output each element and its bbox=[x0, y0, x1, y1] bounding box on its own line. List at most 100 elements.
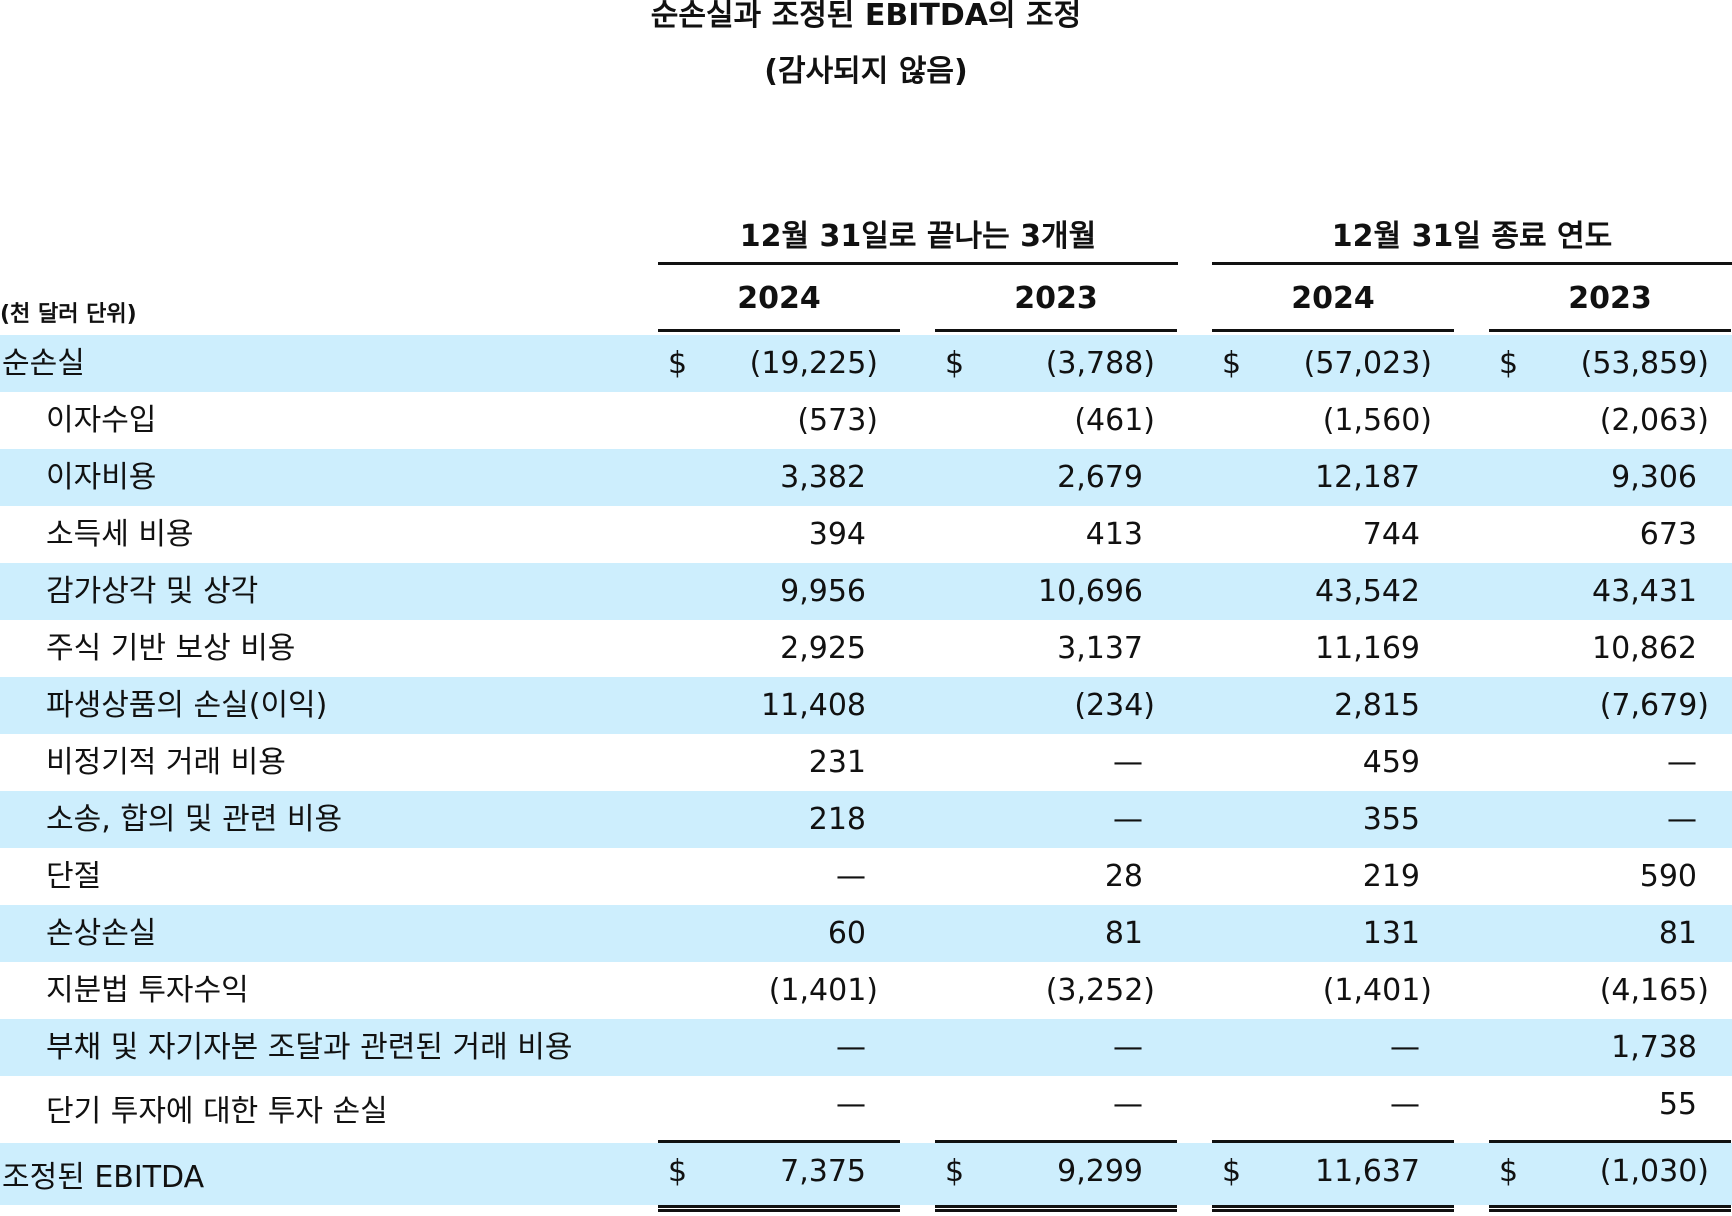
cell-3m-2023: 3,137 bbox=[1057, 631, 1143, 666]
cell-3m-2024: 218 bbox=[808, 802, 866, 837]
cell-3m-2024: (1,401) bbox=[768, 973, 878, 1008]
cell-3m-2023: — bbox=[1113, 802, 1143, 837]
cell-3m-2024: — bbox=[836, 859, 866, 894]
cell-fy-2023: 9,306 bbox=[1611, 460, 1697, 495]
currency-symbol: $ bbox=[668, 1154, 688, 1189]
report-title: 순손실과 조정된 EBITDA의 조정 bbox=[650, 0, 1082, 33]
cell-3m-2023: — bbox=[1113, 1087, 1143, 1122]
cell-3m-2023: — bbox=[1113, 745, 1143, 780]
cell-fy-2023: — bbox=[1667, 745, 1697, 780]
cell-fy-2024: 744 bbox=[1362, 517, 1420, 552]
row-label: 비정기적 거래 비용 bbox=[46, 745, 286, 780]
cell-fy-2024: 459 bbox=[1362, 745, 1420, 780]
row-label: 소득세 비용 bbox=[46, 517, 194, 552]
year-header-fy-2024: 2024 bbox=[1212, 272, 1454, 332]
row-label: 순손실 bbox=[2, 346, 85, 381]
currency-symbol: $ bbox=[1499, 1154, 1519, 1189]
table-row-severance: 단절 — 28 219 590 bbox=[0, 848, 1732, 905]
cell-3m-2024: 394 bbox=[808, 517, 866, 552]
currency-symbol: $ bbox=[945, 346, 965, 381]
row-label: 손상손실 bbox=[46, 916, 157, 951]
table-row-nonrecurring: 비정기적 거래 비용 231 — 459 — bbox=[0, 734, 1732, 791]
subtotal-rule bbox=[1489, 1140, 1731, 1143]
cell-fy-2024: — bbox=[1390, 1087, 1420, 1122]
cell-fy-2023: 673 bbox=[1639, 517, 1697, 552]
table-row-short-term-investment-loss: 단기 투자에 대한 투자 손실 — — — 55 bbox=[0, 1076, 1732, 1140]
cell-fy-2024: (1,560) bbox=[1322, 403, 1432, 438]
cell-fy-2024: — bbox=[1390, 1030, 1420, 1065]
period-header-3-months: 12월 31일로 끝나는 3개월 bbox=[658, 212, 1178, 265]
cell-fy-2023: (1,030) bbox=[1599, 1154, 1709, 1189]
cell-3m-2024: 60 bbox=[827, 916, 866, 951]
year-header-fy-2023: 2023 bbox=[1489, 272, 1731, 332]
cell-fy-2024: (1,401) bbox=[1322, 973, 1432, 1008]
cell-3m-2024: 3,382 bbox=[780, 460, 866, 495]
row-label: 파생상품의 손실(이익) bbox=[46, 688, 328, 723]
currency-symbol: $ bbox=[1499, 346, 1519, 381]
table-row-interest-expense: 이자비용 3,382 2,679 12,187 9,306 bbox=[0, 449, 1732, 506]
table-row-litigation: 소송, 합의 및 관련 비용 218 — 355 — bbox=[0, 791, 1732, 848]
cell-fy-2023: 590 bbox=[1639, 859, 1697, 894]
cell-3m-2023: — bbox=[1113, 1030, 1143, 1065]
total-double-rule bbox=[658, 1205, 900, 1212]
cell-3m-2023: 10,696 bbox=[1038, 574, 1143, 609]
cell-3m-2024: 9,956 bbox=[780, 574, 866, 609]
table-row-net-loss: 순손실 $ (19,225) $ (3,788) $ (57,023) $ (5… bbox=[0, 335, 1732, 392]
cell-fy-2023: 10,862 bbox=[1592, 631, 1697, 666]
table-row-depreciation: 감가상각 및 상각 9,956 10,696 43,542 43,431 bbox=[0, 563, 1732, 620]
cell-3m-2023: (461) bbox=[1074, 403, 1155, 438]
table-row-adjusted-ebitda: 조정된 EBITDA $ 7,375 $ 9,299 $ 11,637 $ (1… bbox=[0, 1143, 1732, 1205]
table-row-impairment: 손상손실 60 81 131 81 bbox=[0, 905, 1732, 962]
cell-fy-2023: (7,679) bbox=[1599, 688, 1709, 723]
cell-3m-2023: (3,252) bbox=[1045, 973, 1155, 1008]
cell-3m-2023: (3,788) bbox=[1045, 346, 1155, 381]
currency-symbol: $ bbox=[668, 346, 688, 381]
cell-3m-2024: 7,375 bbox=[780, 1154, 866, 1189]
cell-3m-2023: 28 bbox=[1104, 859, 1143, 894]
cell-fy-2023: (2,063) bbox=[1599, 403, 1709, 438]
row-label: 지분법 투자수익 bbox=[46, 973, 249, 1008]
row-label: 이자비용 bbox=[46, 460, 157, 495]
subtotal-rule bbox=[658, 1140, 900, 1143]
table-row-stock-comp: 주식 기반 보상 비용 2,925 3,137 11,169 10,862 bbox=[0, 620, 1732, 677]
report-subtitle: (감사되지 않음) bbox=[764, 54, 968, 89]
cell-3m-2024: (19,225) bbox=[749, 346, 878, 381]
cell-fy-2024: 43,542 bbox=[1315, 574, 1420, 609]
cell-fy-2023: (53,859) bbox=[1580, 346, 1709, 381]
cell-fy-2024: 2,815 bbox=[1334, 688, 1420, 723]
currency-symbol: $ bbox=[1222, 346, 1242, 381]
total-double-rule bbox=[1212, 1205, 1454, 1212]
cell-fy-2023: — bbox=[1667, 802, 1697, 837]
total-double-rule bbox=[935, 1205, 1177, 1212]
cell-fy-2024: 11,637 bbox=[1315, 1154, 1420, 1189]
cell-3m-2024: — bbox=[836, 1087, 866, 1122]
table-row-derivatives: 파생상품의 손실(이익) 11,408 (234) 2,815 (7,679) bbox=[0, 677, 1732, 734]
table-row-income-tax: 소득세 비용 394 413 744 673 bbox=[0, 506, 1732, 563]
cell-fy-2024: 11,169 bbox=[1315, 631, 1420, 666]
period-header-year: 12월 31일 종료 연도 bbox=[1212, 212, 1732, 265]
currency-symbol: $ bbox=[1222, 1154, 1242, 1189]
cell-fy-2024: 131 bbox=[1362, 916, 1420, 951]
cell-3m-2024: 231 bbox=[808, 745, 866, 780]
row-label: 부채 및 자기자본 조달과 관련된 거래 비용 bbox=[46, 1030, 573, 1065]
total-double-rule bbox=[1489, 1205, 1731, 1212]
cell-3m-2024: 11,408 bbox=[761, 688, 866, 723]
row-label: 조정된 EBITDA bbox=[2, 1160, 205, 1195]
cell-fy-2023: 55 bbox=[1658, 1087, 1697, 1122]
cell-3m-2024: — bbox=[836, 1030, 866, 1065]
units-note: (천 달러 단위) bbox=[0, 302, 137, 327]
table-row-interest-income: 이자수입 (573) (461) (1,560) (2,063) bbox=[0, 392, 1732, 449]
cell-3m-2023: 9,299 bbox=[1057, 1154, 1143, 1189]
cell-3m-2023: (234) bbox=[1074, 688, 1155, 723]
cell-fy-2023: 43,431 bbox=[1592, 574, 1697, 609]
year-header-3m-2024: 2024 bbox=[658, 272, 900, 332]
cell-fy-2024: 219 bbox=[1362, 859, 1420, 894]
row-label: 단기 투자에 대한 투자 손실 bbox=[46, 1094, 388, 1129]
table-row-financing-costs: 부채 및 자기자본 조달과 관련된 거래 비용 — — — 1,738 bbox=[0, 1019, 1732, 1076]
year-header-3m-2023: 2023 bbox=[935, 272, 1177, 332]
cell-3m-2024: (573) bbox=[797, 403, 878, 438]
row-label: 이자수입 bbox=[46, 403, 157, 438]
subtotal-rule bbox=[935, 1140, 1177, 1143]
table-row-equity-method: 지분법 투자수익 (1,401) (3,252) (1,401) (4,165) bbox=[0, 962, 1732, 1019]
row-label: 주식 기반 보상 비용 bbox=[46, 631, 296, 666]
